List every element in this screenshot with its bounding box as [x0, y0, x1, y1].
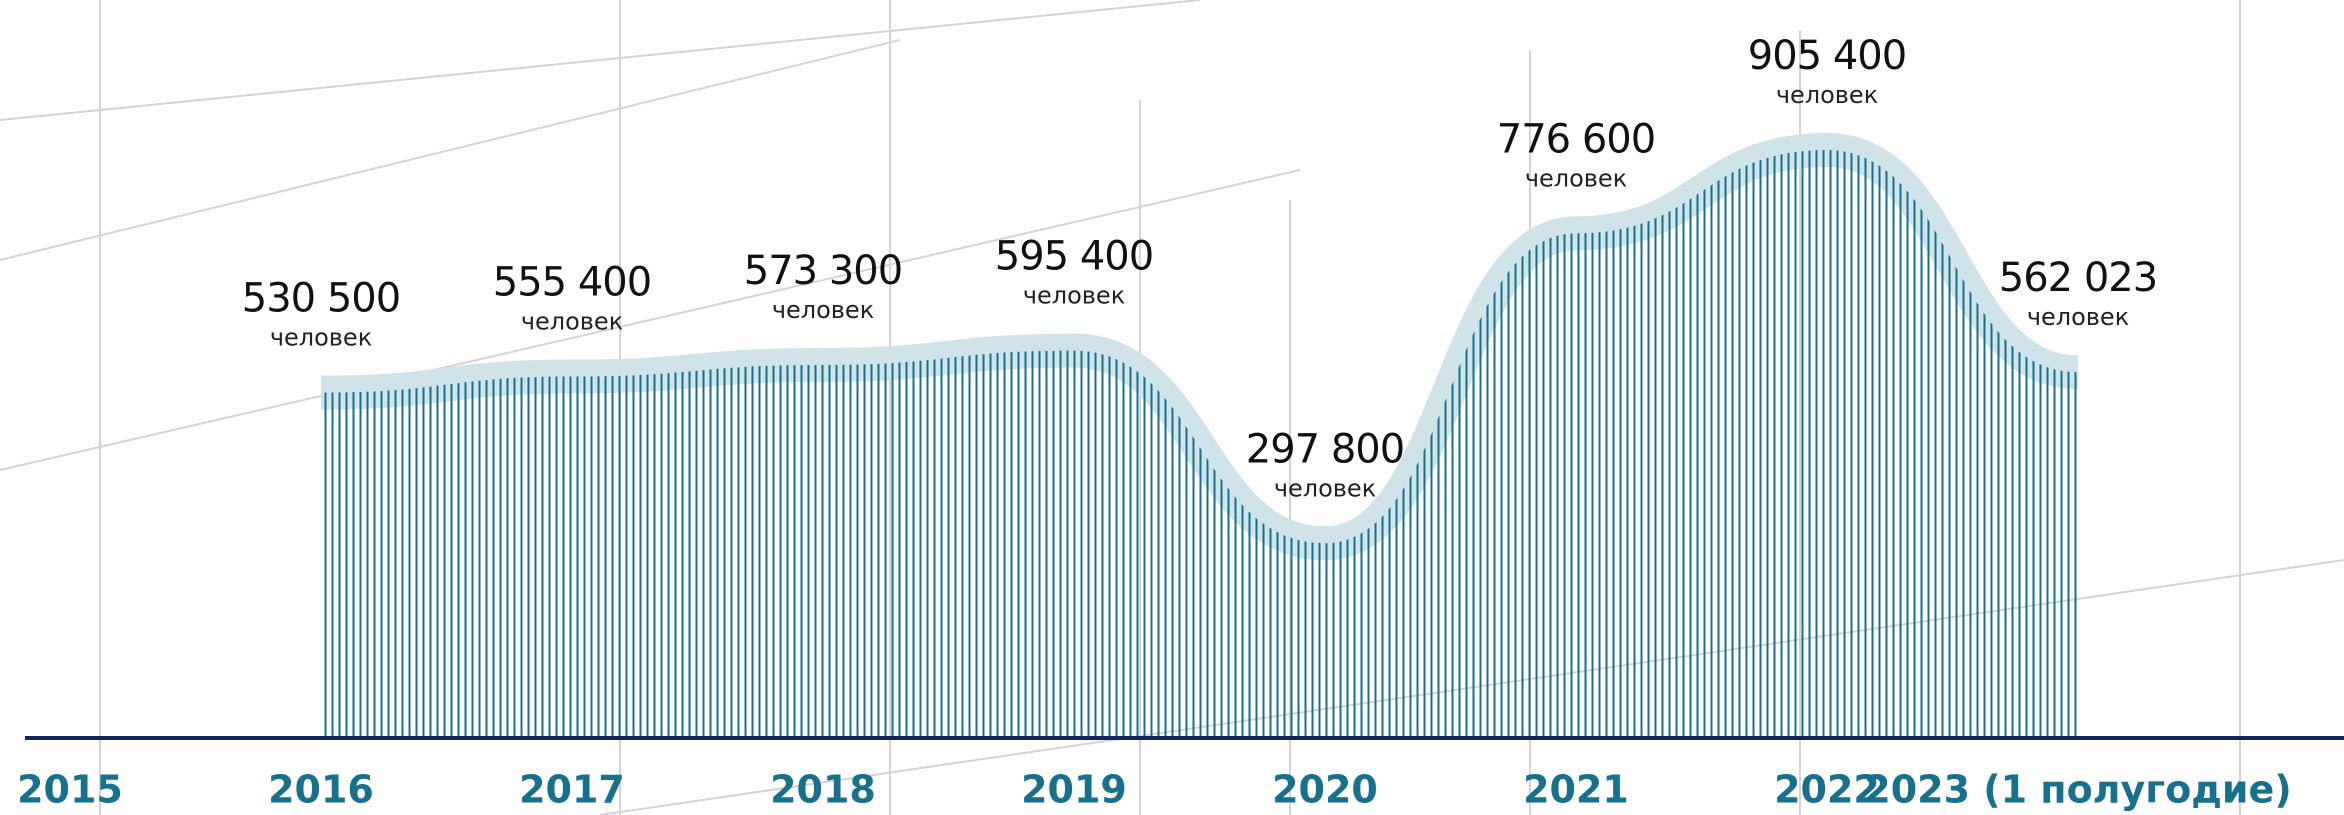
value-label: 562 023 [1999, 255, 2157, 301]
x-tick-label: 2023 (1 полугодие) [1864, 768, 2291, 812]
value-label: 573 300 [744, 248, 902, 294]
value-label: 595 400 [995, 234, 1153, 280]
x-tick-label: 2022 [1774, 768, 1880, 812]
unit-label: человек [2027, 303, 2129, 331]
x-tick-label: 2019 [1021, 768, 1127, 812]
x-tick-label: 2020 [1272, 768, 1378, 812]
value-label: 776 600 [1497, 116, 1655, 162]
area [321, 150, 2078, 736]
unit-label: человек [1776, 81, 1878, 109]
unit-label: человек [772, 296, 874, 324]
x-tick-label: 2021 [1523, 768, 1629, 812]
value-label: 530 500 [242, 276, 400, 322]
unit-label: человек [521, 308, 623, 336]
value-label: 297 800 [1246, 426, 1404, 472]
unit-label: человек [270, 324, 372, 352]
unit-label: человек [1525, 164, 1627, 192]
unit-label: человек [1274, 474, 1376, 502]
x-tick-label: 2017 [519, 768, 625, 812]
unit-label: человек [1023, 282, 1125, 310]
x-tick-label: 2018 [770, 768, 876, 812]
x-tick-label: 2016 [268, 768, 374, 812]
value-label: 555 400 [493, 260, 651, 306]
x-tick-label: 2015 [17, 768, 123, 812]
value-label: 905 400 [1748, 33, 1906, 79]
